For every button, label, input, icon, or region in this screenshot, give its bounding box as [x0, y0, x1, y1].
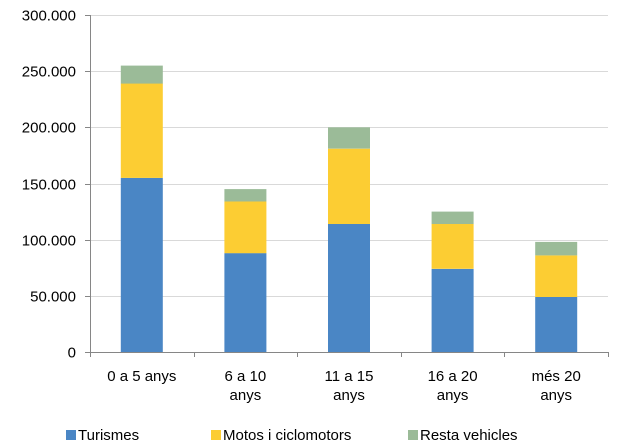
y-tick-label: 300.000 [22, 8, 76, 25]
legend-swatch [408, 430, 418, 440]
bar-segment [328, 223, 370, 352]
bar-segment [535, 241, 578, 256]
legend-label: Turismes [78, 427, 139, 444]
bar-segment [120, 65, 163, 84]
legend-swatch [211, 430, 221, 440]
y-tick-label: 100.000 [22, 233, 76, 250]
legend: Turismes Motos i ciclomotors Resta vehicle… [66, 427, 518, 444]
bar-segment [224, 201, 267, 254]
bar-segment [224, 189, 267, 202]
x-tick-label: 6 a 10 anys [225, 368, 267, 404]
x-axis: 0 a 5 anys 6 a 10 anys 11 a 15 anys 16 a 20 an… [90, 352, 609, 404]
y-tick-label: 200.000 [22, 120, 76, 137]
y-tick-label: 250.000 [22, 64, 76, 81]
x-tick-label: més 20 anys [532, 368, 581, 404]
bar-segment [328, 127, 370, 149]
bar-segment [535, 255, 578, 297]
y-axis: 0 50.000 100.000 150.000 200.000 250.000 300.0… [22, 8, 91, 362]
bar-segment [120, 177, 163, 352]
x-tick-label: 16 a 20 anys [428, 368, 478, 404]
bar-segment [431, 223, 474, 269]
y-tick-label: 0 [68, 345, 76, 362]
bar-segment [431, 268, 474, 352]
y-tick-label: 150.000 [22, 177, 76, 194]
legend-label: Motos i ciclomotors [223, 427, 351, 444]
x-tick-label: 0 a 5 anys [107, 368, 176, 385]
legend-swatch [66, 430, 76, 440]
bar-segment [431, 211, 474, 224]
bar-segment [328, 148, 370, 224]
bars [120, 65, 578, 352]
bar-segment [535, 297, 578, 352]
x-tick-label: 11 a 15 anys [325, 368, 374, 404]
y-tick-label: 50.000 [30, 289, 76, 306]
bar-segment [224, 253, 267, 352]
legend-label: Resta vehicles [420, 427, 518, 444]
bar-segment [120, 83, 163, 178]
